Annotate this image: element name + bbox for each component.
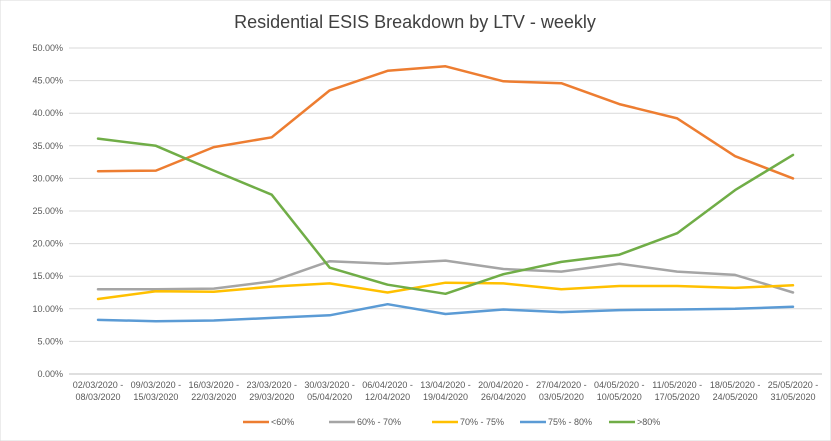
x-tick-label: 16/03/2020 -22/03/2020 bbox=[189, 380, 240, 402]
x-tick-label: 06/04/2020 -12/04/2020 bbox=[362, 380, 413, 402]
x-tick-label: 09/03/2020 -15/03/2020 bbox=[131, 380, 182, 402]
y-tick-label: 20.00% bbox=[32, 239, 63, 249]
y-tick-label: 25.00% bbox=[32, 206, 63, 216]
series-line-3 bbox=[96, 302, 795, 323]
x-tick-label: 23/03/2020 -29/03/2020 bbox=[246, 380, 297, 402]
series-line-0 bbox=[96, 65, 795, 180]
chart-title: Residential ESIS Breakdown by LTV - week… bbox=[234, 12, 596, 32]
y-axis-ticks: 0.00% 5.00% 10.00% 15.00% 20.00% 25.00% 30.00%… bbox=[32, 43, 63, 379]
y-tick-label: 15.00% bbox=[32, 271, 63, 281]
x-tick-label: 30/03/2020 -05/04/2020 bbox=[304, 380, 355, 402]
legend-label: <60% bbox=[271, 417, 294, 427]
x-axis-ticks: 02/03/2020 -08/03/2020 09/03/2020 -15/03/… bbox=[73, 380, 819, 402]
y-tick-label: 40.00% bbox=[32, 108, 63, 118]
y-tick-label: 10.00% bbox=[32, 304, 63, 314]
x-tick-label: 02/03/2020 -08/03/2020 bbox=[73, 380, 124, 402]
y-tick-label: 5.00% bbox=[37, 336, 63, 346]
x-tick-label: 20/04/2020 -26/04/2020 bbox=[478, 380, 529, 402]
series-line-4 bbox=[96, 137, 795, 296]
x-tick-label: 11/05/2020 -17/05/2020 bbox=[652, 380, 702, 402]
series-line-2 bbox=[96, 281, 795, 301]
legend-label: 70% - 75% bbox=[460, 417, 504, 427]
x-tick-label: 27/04/2020 -03/05/2020 bbox=[536, 380, 587, 402]
series-line-1 bbox=[96, 259, 795, 294]
legend: <60% 60% - 70% 70% - 75% 75% - 80% >80% bbox=[243, 417, 660, 427]
y-tick-label: 0.00% bbox=[37, 369, 63, 379]
x-tick-label: 04/05/2020 -10/05/2020 bbox=[594, 380, 645, 402]
series-lines bbox=[96, 65, 795, 323]
x-tick-label: 18/05/2020 -24/05/2020 bbox=[710, 380, 761, 402]
gridlines bbox=[69, 47, 822, 375]
y-tick-label: 30.00% bbox=[32, 173, 63, 183]
y-tick-label: 45.00% bbox=[32, 76, 63, 86]
y-tick-label: 50.00% bbox=[32, 43, 63, 53]
legend-label: 75% - 80% bbox=[548, 417, 592, 427]
x-tick-label: 25/05/2020 -31/05/2020 bbox=[768, 380, 819, 402]
legend-label: 60% - 70% bbox=[357, 417, 401, 427]
x-tick-label: 13/04/2020 -19/04/2020 bbox=[420, 380, 471, 402]
legend-label: >80% bbox=[637, 417, 660, 427]
y-tick-label: 35.00% bbox=[32, 141, 63, 151]
